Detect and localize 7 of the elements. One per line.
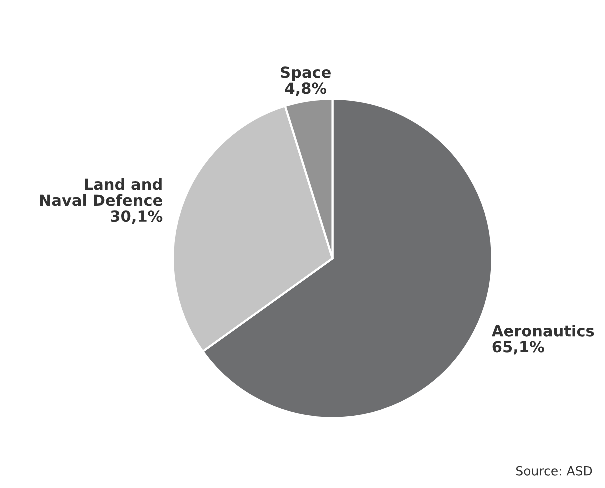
slice-label: Space <box>281 66 331 82</box>
data-label: 65,1% <box>492 341 544 355</box>
data-label: 4,8% <box>285 82 327 96</box>
slice-label: Aeronautics <box>492 324 594 337</box>
data-label: 30,1% <box>111 210 163 224</box>
slice-label: Land and Naval Defence <box>40 178 162 206</box>
source-note: Source: ASD <box>516 466 592 476</box>
